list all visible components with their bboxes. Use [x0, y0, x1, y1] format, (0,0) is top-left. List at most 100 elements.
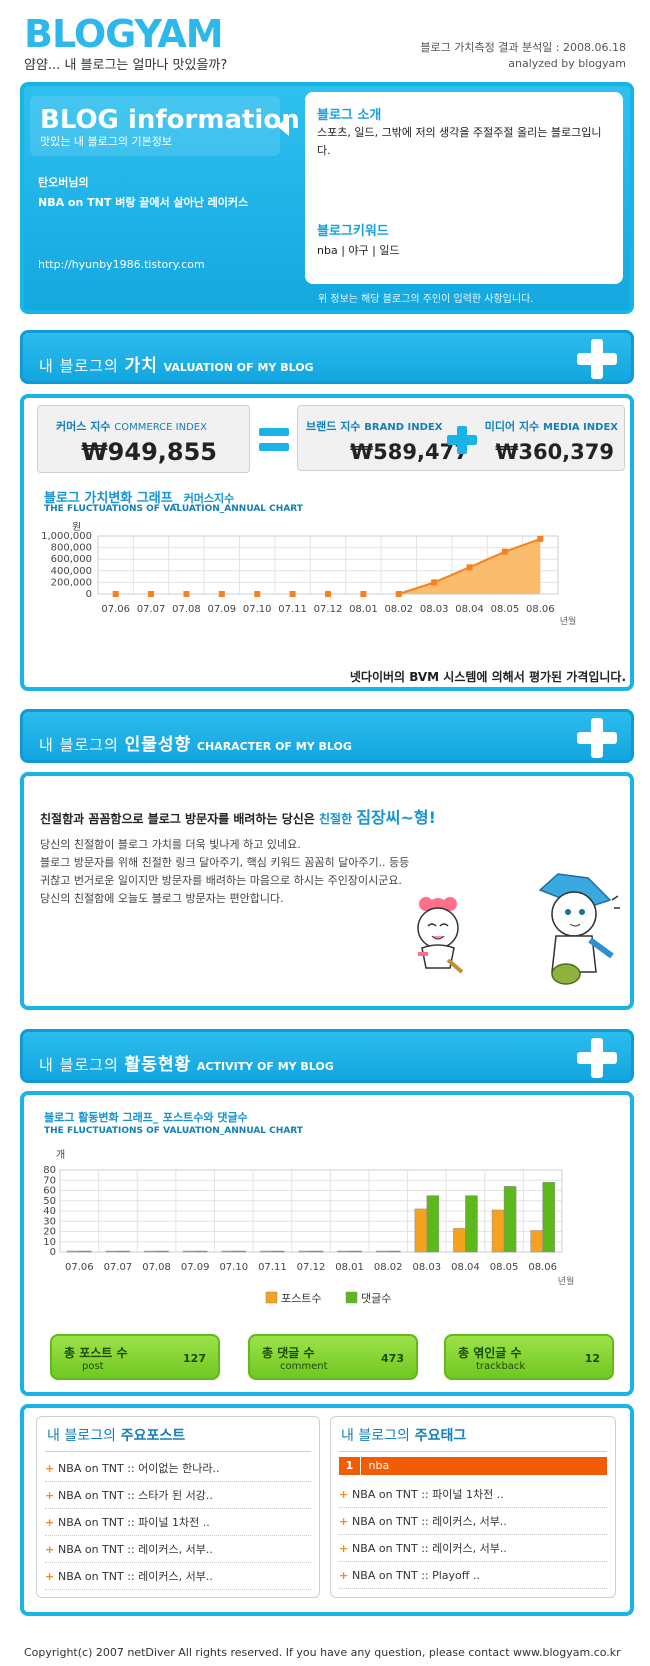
- legend-label: 포스트수: [281, 1292, 321, 1305]
- keyword-heading: 블로그키워드: [317, 224, 389, 239]
- equals-icon: [259, 428, 289, 436]
- blog-owner: 탄오버님의 NBA on TNT 벼랑 끝에서 살아난 레이커스: [38, 173, 288, 213]
- top-post-item[interactable]: NBA on TNT :: 파이널 1차전 ..: [45, 1509, 311, 1536]
- expand-plus-icon[interactable]: [577, 1038, 617, 1078]
- expand-plus-icon[interactable]: [577, 339, 617, 379]
- activity-section-bar[interactable]: 내 블로그의 활동현황 ACTIVITY OF MY BLOG: [20, 1029, 634, 1083]
- comment-bar: [349, 1250, 362, 1253]
- media-value: ₩360,379: [495, 440, 614, 464]
- x-tick-label: 07.11: [258, 1262, 287, 1273]
- post-bar: [67, 1250, 80, 1253]
- y-tick-label: 400,000: [51, 566, 92, 577]
- tag-post-item[interactable]: NBA on TNT :: 레이커스, 서부..: [339, 1508, 607, 1535]
- post-bar: [298, 1250, 312, 1253]
- x-tick-label: 07.06: [101, 604, 130, 615]
- value-point: [325, 591, 331, 597]
- y-tick-label: 0: [86, 589, 92, 600]
- top-tag-name: nba: [368, 1459, 390, 1472]
- value-point: [218, 591, 225, 597]
- y-tick-label: 40: [43, 1206, 56, 1217]
- x-tick-label: 08.01: [349, 604, 378, 615]
- blog-name: NBA on TNT 벼랑 끝에서 살아난 레이커스: [38, 196, 249, 209]
- bar-en: VALUATION OF MY BLOG: [163, 361, 314, 374]
- y-tick-label: 30: [43, 1216, 56, 1227]
- top-post-item[interactable]: NBA on TNT :: 레이커스, 서부..: [45, 1563, 311, 1590]
- x-tick-label: 08.03: [413, 1262, 442, 1273]
- x-tick-label: 07.09: [208, 604, 237, 615]
- y-tick-label: 50: [43, 1196, 56, 1207]
- tag-post-item[interactable]: NBA on TNT :: 레이커스, 서부..: [339, 1535, 607, 1562]
- total-comments-counter[interactable]: 총 댓글 수 comment 473: [248, 1334, 418, 1380]
- plus-icon: [447, 426, 477, 454]
- intro-text: 스포츠, 일드, 그밖에 저의 생각을 주절주절 올리는 블로그입니다.: [317, 126, 602, 157]
- top-post-item[interactable]: NBA on TNT :: 어이없는 한나라..: [45, 1455, 311, 1482]
- character-section-bar[interactable]: 내 블로그의 인물성향 CHARACTER OF MY BLOG: [20, 709, 634, 763]
- top-posts-list: NBA on TNT :: 어이없는 한나라..NBA on TNT :: 스타…: [45, 1455, 311, 1590]
- valuation-section-bar[interactable]: 내 블로그의 가치 VALUATION OF MY BLOG: [20, 330, 634, 384]
- tag-post-item[interactable]: NBA on TNT :: 파이널 1차전 ..: [339, 1481, 607, 1508]
- y-tick-label: 800,000: [51, 543, 92, 554]
- girl-character-illustration: [417, 897, 464, 974]
- total-trackbacks-counter[interactable]: 총 엮인글 수 trackback 12: [444, 1334, 614, 1380]
- comment-bar: [465, 1195, 478, 1253]
- top-post-item[interactable]: NBA on TNT :: 스타가 된 서강..: [45, 1482, 311, 1509]
- commerce-en: COMMERCE INDEX: [114, 422, 207, 433]
- x-tick-label: 07.09: [181, 1262, 210, 1273]
- top-tags-box: 내 블로그의 주요태그 1 nba NBA on TNT :: 파이널 1차전 …: [330, 1416, 616, 1598]
- x-tick-label: 08.01: [335, 1262, 364, 1273]
- post-bar: [414, 1208, 428, 1253]
- brand-en: BRAND INDEX: [364, 422, 443, 433]
- value-graph-subtitle: THE FLUCTUATIONS OF VALUATION_ANNUAL CHA…: [44, 504, 303, 514]
- value-point: [148, 591, 155, 597]
- total-trackbacks-value: 12: [584, 1352, 600, 1365]
- media-en: MEDIA INDEX: [543, 422, 618, 433]
- x-tick-label: 08.02: [374, 1262, 403, 1273]
- x-tick-label: 08.06: [526, 604, 555, 615]
- value-point: [289, 591, 296, 597]
- info-note: 위 정보는 해당 블로그의 주인이 입력한 사항입니다.: [318, 294, 534, 305]
- value-point: [431, 579, 438, 586]
- total-posts-counter[interactable]: 총 포스트 수 post 127: [50, 1334, 220, 1380]
- value-point: [183, 591, 190, 597]
- blogyam-logo[interactable]: BLOGYAM: [24, 12, 224, 56]
- value-point: [112, 591, 119, 597]
- bar-prefix: 내 블로그의: [39, 1056, 119, 1074]
- y-axis-unit: 원: [72, 522, 81, 533]
- top-posts-heading: 내 블로그의 주요포스트: [47, 1428, 186, 1444]
- tag-post-item[interactable]: NBA on TNT :: Playoff ..: [339, 1562, 607, 1589]
- post-bar: [375, 1250, 389, 1253]
- top-tags-heading: 내 블로그의 주요태그: [341, 1428, 467, 1444]
- y-tick-label: 1,000,000: [41, 531, 92, 542]
- x-tick-label: 08.06: [528, 1262, 557, 1273]
- top-tag-rank: 1: [339, 1457, 361, 1475]
- value-point: [537, 535, 544, 542]
- x-tick-label: 08.03: [420, 604, 449, 615]
- comment-bar: [79, 1250, 92, 1253]
- x-tick-label: 07.12: [314, 604, 343, 615]
- bar-en: CHARACTER OF MY BLOG: [196, 740, 352, 753]
- top-post-item[interactable]: NBA on TNT :: 레이커스, 서부..: [45, 1536, 311, 1563]
- blog-url-link[interactable]: http://hyunby1986.tistory.com: [38, 258, 205, 271]
- blog-intro-card: 블로그 소개 스포츠, 일드, 그밖에 저의 생각을 주절주절 올리는 블로그입…: [305, 92, 623, 284]
- x-tick-label: 07.06: [65, 1262, 94, 1273]
- owner-name: 탄오버님의: [38, 176, 89, 189]
- expand-plus-icon[interactable]: [577, 718, 617, 758]
- comment-bar: [503, 1186, 517, 1253]
- x-tick-label: 08.05: [491, 604, 520, 615]
- value-point: [501, 548, 508, 555]
- comment-bar: [233, 1250, 247, 1253]
- brand-label: 브랜드 지수: [306, 420, 361, 433]
- boy-character-illustration: [538, 873, 620, 985]
- post-bar: [337, 1250, 350, 1253]
- post-bar: [530, 1230, 543, 1253]
- bar-bold: 가치: [124, 356, 158, 376]
- commerce-value: ₩949,855: [81, 438, 217, 466]
- top-tag-row[interactable]: 1 nba: [339, 1457, 607, 1475]
- post-bar: [221, 1250, 235, 1253]
- activity-graph-title: 블로그 활동변화 그래프_ 포스트수와 댓글수: [44, 1111, 248, 1124]
- post-bar: [491, 1209, 505, 1253]
- total-posts-value: 127: [183, 1352, 206, 1365]
- legend-label: 댓글수: [361, 1292, 391, 1305]
- footer-copyright: Copyright(c) 2007 netDiver All rights re…: [24, 1646, 621, 1659]
